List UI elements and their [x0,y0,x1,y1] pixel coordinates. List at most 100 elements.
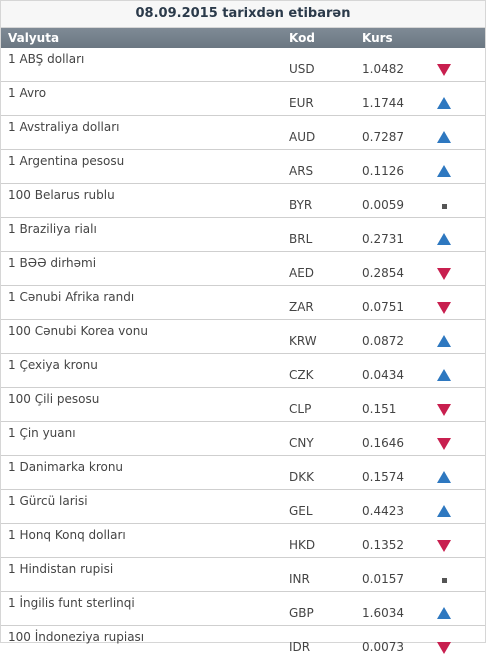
exchange-rate: 0.1126 [362,164,404,178]
currency-name: 1 Cənubi Afrika randı [8,290,135,304]
down-triangle-icon [437,64,451,76]
currency-name: 1 Çexiya kronu [8,358,98,372]
down-triangle-icon [437,438,451,450]
exchange-rate: 1.6034 [362,606,404,620]
exchange-rate: 0.0059 [362,198,404,212]
currency-name: 1 Çin yuanı [8,426,76,440]
currency-code: CZK [289,368,314,382]
trend-indicator [437,266,453,280]
exchange-rate: 0.1352 [362,538,404,552]
currency-name: 1 Avro [8,86,47,100]
currency-code: USD [289,62,315,76]
table-row: 1 Honq Konq dolları HKD 0.1352 [1,524,485,558]
down-triangle-icon [437,268,451,280]
up-triangle-icon [437,335,451,347]
trend-indicator [437,334,453,348]
currency-name: 1 ABŞ dolları [8,52,85,66]
trend-indicator [437,198,453,212]
page-title: 08.09.2015 tarixdən etibarən [1,1,485,28]
currency-name: 1 Gürcü larisi [8,494,88,508]
up-triangle-icon [437,607,451,619]
currency-code: DKK [289,470,314,484]
up-triangle-icon [437,233,451,245]
exchange-rate: 0.2854 [362,266,404,280]
exchange-rate: 0.1574 [362,470,404,484]
up-triangle-icon [437,97,451,109]
currency-name: 1 İngilis funt sterlinqi [8,596,135,610]
currency-code: GEL [289,504,313,518]
currency-name: 1 BƏƏ dirhəmi [8,256,97,270]
exchange-rate: 0.2731 [362,232,404,246]
exchange-rate: 0.1646 [362,436,404,450]
table-row: 1 Hindistan rupisi INR 0.0157 [1,558,485,592]
currency-code: HKD [289,538,316,552]
currency-name: 1 Hindistan rupisi [8,562,114,576]
table-row: 100 Belarus rublu BYR 0.0059 [1,184,485,218]
table-row: 1 Çexiya kronu CZK 0.0434 [1,354,485,388]
exchange-rate: 0.151 [362,402,397,416]
trend-indicator [437,232,453,246]
trend-indicator [437,436,453,450]
table-row: 1 Argentina pesosu ARS 0.1126 [1,150,485,184]
trend-indicator [437,130,453,144]
currency-code: EUR [289,96,314,110]
currency-code: KRW [289,334,317,348]
table-header: Valyuta Kod Kurs [1,28,485,48]
currency-code: INR [289,572,310,586]
down-triangle-icon [437,540,451,552]
exchange-rate: 0.4423 [362,504,404,518]
trend-indicator [437,164,453,178]
currency-name: 1 Argentina pesosu [8,154,125,168]
currency-code: AUD [289,130,316,144]
currency-code: ZAR [289,300,314,314]
table-row: 1 Braziliya rialı BRL 0.2731 [1,218,485,252]
table-row: 1 Avro EUR 1.1744 [1,82,485,116]
up-triangle-icon [437,131,451,143]
up-triangle-icon [437,471,451,483]
down-triangle-icon [437,404,451,416]
currency-code: IDR [289,640,311,654]
currency-name: 100 Çili pesosu [8,392,100,406]
exchange-rate: 1.0482 [362,62,404,76]
header-code: Kod [289,31,315,45]
down-triangle-icon [437,642,451,654]
currency-code: ARS [289,164,314,178]
square-dot-icon [442,578,447,583]
exchange-rate: 0.7287 [362,130,404,144]
square-dot-icon [442,204,447,209]
currency-code: BRL [289,232,313,246]
exchange-rate: 0.0872 [362,334,404,348]
currency-name: 1 Danimarka kronu [8,460,124,474]
header-rate: Kurs [362,31,393,45]
table-row: 1 Danimarka kronu DKK 0.1574 [1,456,485,490]
trend-indicator [437,62,453,76]
currency-code: BYR [289,198,313,212]
trend-indicator [437,572,453,586]
up-triangle-icon [437,505,451,517]
trend-indicator [437,606,453,620]
exchange-rate: 0.0434 [362,368,404,382]
exchange-rate: 0.0751 [362,300,404,314]
table-row: 1 BƏƏ dirhəmi AED 0.2854 [1,252,485,286]
table-row: 1 Cənubi Afrika randı ZAR 0.0751 [1,286,485,320]
table-row: 1 Çin yuanı CNY 0.1646 [1,422,485,456]
trend-indicator [437,640,453,654]
currency-name: 1 Braziliya rialı [8,222,97,236]
trend-indicator [437,470,453,484]
currency-name: 100 Belarus rublu [8,188,115,202]
table-row: 1 Avstraliya dolları AUD 0.7287 [1,116,485,150]
currency-name: 100 İndoneziya rupiası [8,630,145,644]
table-row: 1 Gürcü larisi GEL 0.4423 [1,490,485,524]
up-triangle-icon [437,369,451,381]
trend-indicator [437,402,453,416]
exchange-rate: 1.1744 [362,96,404,110]
currency-code: CNY [289,436,314,450]
up-triangle-icon [437,165,451,177]
rates-table-body: 1 ABŞ dolları USD 1.0482 1 Avro EUR 1.1744 1 A… [1,48,485,659]
table-row: 100 Cənubi Korea vonu KRW 0.0872 [1,320,485,354]
trend-indicator [437,504,453,518]
currency-code: CLP [289,402,312,416]
trend-indicator [437,96,453,110]
currency-code: GBP [289,606,314,620]
currency-code: AED [289,266,315,280]
